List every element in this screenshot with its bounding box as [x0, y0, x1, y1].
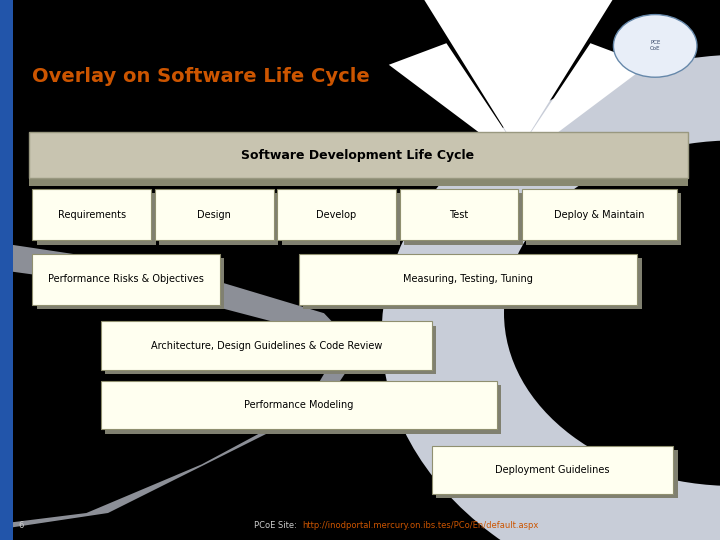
Bar	[37, 258, 224, 309]
Text: Software Development Life Cycle: Software Development Life Cycle	[241, 149, 474, 162]
Polygon shape	[0, 270, 331, 524]
Text: Performance Modeling: Performance Modeling	[244, 400, 354, 410]
Text: Requirements: Requirements	[58, 210, 126, 220]
Text: PCE
CoE: PCE CoE	[650, 40, 660, 51]
Bar	[101, 321, 432, 370]
Circle shape	[613, 15, 697, 77]
Text: Architecture, Design Guidelines & Code Review: Architecture, Design Guidelines & Code R…	[150, 341, 382, 350]
Bar	[436, 450, 678, 498]
Polygon shape	[389, 43, 518, 151]
Circle shape	[382, 54, 720, 540]
Text: Performance Risks & Objectives: Performance Risks & Objectives	[48, 274, 204, 285]
Polygon shape	[418, 0, 619, 151]
Bar	[29, 177, 688, 186]
Text: Deploy & Maintain: Deploy & Maintain	[554, 210, 644, 220]
Bar	[0, 0, 13, 540]
Bar	[277, 189, 396, 240]
Text: Deployment Guidelines: Deployment Guidelines	[495, 465, 610, 475]
Bar	[526, 193, 681, 245]
Text: ring: ring	[518, 22, 588, 51]
Text: PCoE Site:: PCoE Site:	[254, 521, 302, 530]
Bar	[432, 446, 673, 494]
Text: Develop: Develop	[317, 210, 356, 220]
Bar	[404, 193, 523, 245]
Text: Test: Test	[449, 210, 469, 220]
Bar	[303, 258, 642, 309]
Text: http://inodportal.mercury.on.ibs.tes/PCo/En/default.aspx: http://inodportal.mercury.on.ibs.tes/PCo…	[302, 521, 539, 530]
Text: 6: 6	[18, 521, 23, 530]
Bar	[400, 189, 518, 240]
Text: Design: Design	[197, 210, 231, 220]
Circle shape	[504, 140, 720, 486]
Text: Overlay on Software Life Cycle: Overlay on Software Life Cycle	[32, 68, 370, 86]
Bar	[159, 193, 278, 245]
Bar	[299, 254, 637, 305]
Bar	[32, 254, 220, 305]
Polygon shape	[0, 243, 360, 529]
Bar	[105, 385, 501, 434]
Bar	[522, 189, 677, 240]
Bar	[282, 193, 400, 245]
Bar	[155, 189, 274, 240]
Text: Measuring, Testing, Tuning: Measuring, Testing, Tuning	[403, 274, 533, 285]
Bar	[37, 193, 156, 245]
Bar	[32, 189, 151, 240]
Bar	[105, 326, 436, 374]
Polygon shape	[518, 43, 648, 151]
Bar	[29, 132, 688, 178]
Bar	[101, 381, 497, 429]
